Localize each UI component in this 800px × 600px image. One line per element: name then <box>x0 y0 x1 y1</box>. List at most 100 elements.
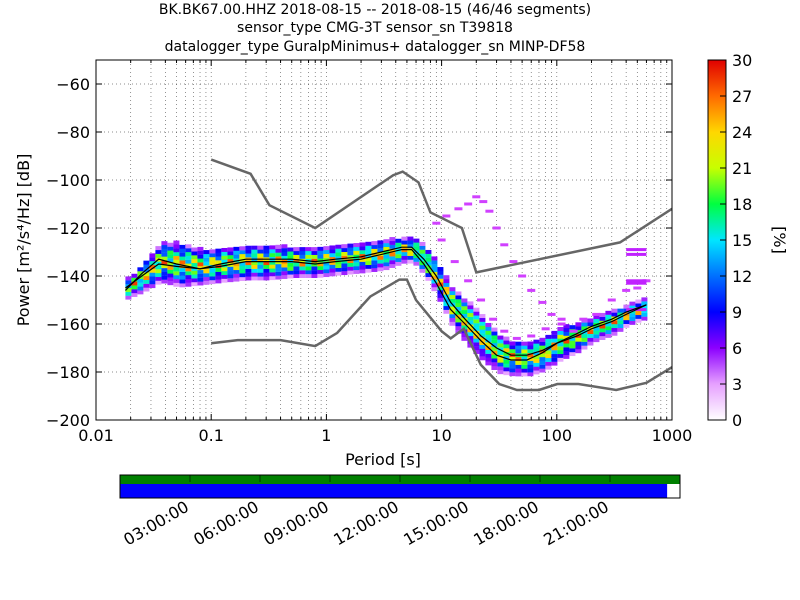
pdf-cell <box>263 276 270 281</box>
pdf-cell <box>401 236 408 241</box>
pdf-cell <box>389 263 396 268</box>
y-axis-label: Power [m²/s⁴/Hz] [dB] <box>14 154 33 327</box>
pdf-cell <box>341 263 348 268</box>
pdf-cell <box>161 268 168 273</box>
pdf-cell <box>203 273 210 278</box>
pdf-cell <box>305 266 312 271</box>
pdf-cell <box>551 350 558 355</box>
pdf-cell <box>629 320 636 325</box>
pdf-cell <box>185 282 192 287</box>
pdf-cell <box>365 245 372 250</box>
pdf-cell <box>275 267 282 272</box>
pdf-outlier-cell <box>492 226 501 230</box>
pdf-cell <box>605 314 612 319</box>
pdf-cell <box>353 246 360 251</box>
pdf-outlier-cell <box>464 202 473 206</box>
pdf-cell <box>155 280 162 285</box>
pdf-cell <box>365 241 372 246</box>
pdf-cell <box>233 250 240 255</box>
pdf-cell <box>347 243 354 248</box>
pdf-cell <box>185 271 192 276</box>
pdf-cell <box>191 251 198 256</box>
pdf-cell <box>629 317 636 322</box>
pdf-cell <box>443 305 450 310</box>
pdf-cell <box>599 316 606 321</box>
pdf-cell <box>263 264 270 269</box>
pdf-cell <box>167 246 174 251</box>
pdf-cell <box>575 345 582 350</box>
pdf-cell <box>389 252 396 257</box>
pdf-cell <box>341 255 348 260</box>
pdf-cell <box>233 273 240 278</box>
pdf-cell <box>557 350 564 355</box>
pdf-cell <box>251 245 258 250</box>
pdf-cell <box>203 257 210 262</box>
pdf-cell <box>377 248 384 253</box>
pdf-cell <box>539 337 546 342</box>
pdf-cell <box>341 259 348 264</box>
pdf-cell <box>293 250 300 255</box>
pdf-cell <box>641 316 648 321</box>
pdf-cell <box>311 266 318 271</box>
x-tick-label: 0.01 <box>78 426 114 445</box>
pdf-cell <box>443 282 450 287</box>
pdf-cell <box>221 271 228 276</box>
pdf-cell <box>617 327 624 332</box>
pdf-cell <box>479 314 486 319</box>
pdf-cell <box>215 279 222 284</box>
pdf-cell <box>449 314 456 319</box>
pdf-cell <box>521 360 528 365</box>
pdf-outlier-cell <box>437 238 446 242</box>
pdf-cell <box>377 267 384 272</box>
pdf-cell <box>479 352 486 357</box>
pdf-cell <box>203 250 210 255</box>
pdf-cell <box>605 310 612 315</box>
pdf-cell <box>515 357 522 362</box>
pdf-cell <box>473 323 480 328</box>
pdf-cell <box>263 253 270 258</box>
pdf-cell <box>161 252 168 257</box>
pdf-cell <box>437 297 444 302</box>
pdf-cell <box>533 370 540 375</box>
pdf-cell <box>341 267 348 272</box>
pdf-cell <box>473 342 480 347</box>
pdf-cell <box>305 250 312 255</box>
pdf-cell <box>341 251 348 256</box>
pdf-cell <box>335 248 342 253</box>
pdf-cell <box>179 264 186 269</box>
pdf-cell <box>233 269 240 274</box>
pdf-cell <box>221 251 228 256</box>
pdf-cell <box>587 337 594 342</box>
pdf-outlier-cell <box>538 300 547 304</box>
x-tick-label: 1000 <box>652 426 693 445</box>
pdf-cell <box>605 322 612 327</box>
pdf-cell <box>179 260 186 265</box>
pdf-cell <box>149 253 156 258</box>
pdf-cell <box>581 333 588 338</box>
pdf-cell <box>497 343 504 348</box>
pdf-cell <box>137 286 144 291</box>
pdf-cell <box>587 333 594 338</box>
pdf-cell <box>275 244 282 249</box>
pdf-cell <box>281 274 288 279</box>
pdf-cell <box>401 252 408 257</box>
pdf-cell <box>311 270 318 275</box>
pdf-cell <box>503 340 510 345</box>
pdf-cell <box>209 260 216 265</box>
pdf-cell <box>179 271 186 276</box>
pdf-cell <box>545 365 552 370</box>
pdf-cell <box>125 287 132 292</box>
pdf-cell <box>179 267 186 272</box>
pdf-outlier-cell <box>432 221 441 225</box>
pdf-outlier-cell <box>512 336 521 340</box>
pdf-cell <box>545 354 552 359</box>
pdf-cell <box>461 313 468 318</box>
pdf-cell <box>425 265 432 270</box>
pdf-cell <box>461 333 468 338</box>
mode-curve <box>125 246 647 356</box>
pdf-cell <box>329 260 336 265</box>
pdf-cell <box>455 306 462 311</box>
pdf-cell <box>419 241 426 246</box>
pdf-cell <box>557 353 564 358</box>
pdf-cell <box>521 368 528 373</box>
